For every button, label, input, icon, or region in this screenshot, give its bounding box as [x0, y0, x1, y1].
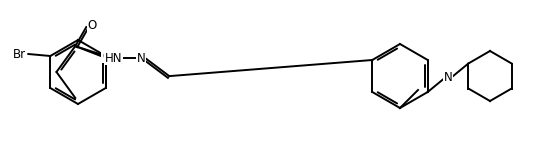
Text: HN: HN [104, 52, 122, 65]
Text: Br: Br [13, 47, 26, 60]
Text: N: N [137, 52, 146, 65]
Text: O: O [102, 50, 112, 62]
Text: N: N [444, 71, 453, 84]
Text: O: O [87, 19, 96, 32]
